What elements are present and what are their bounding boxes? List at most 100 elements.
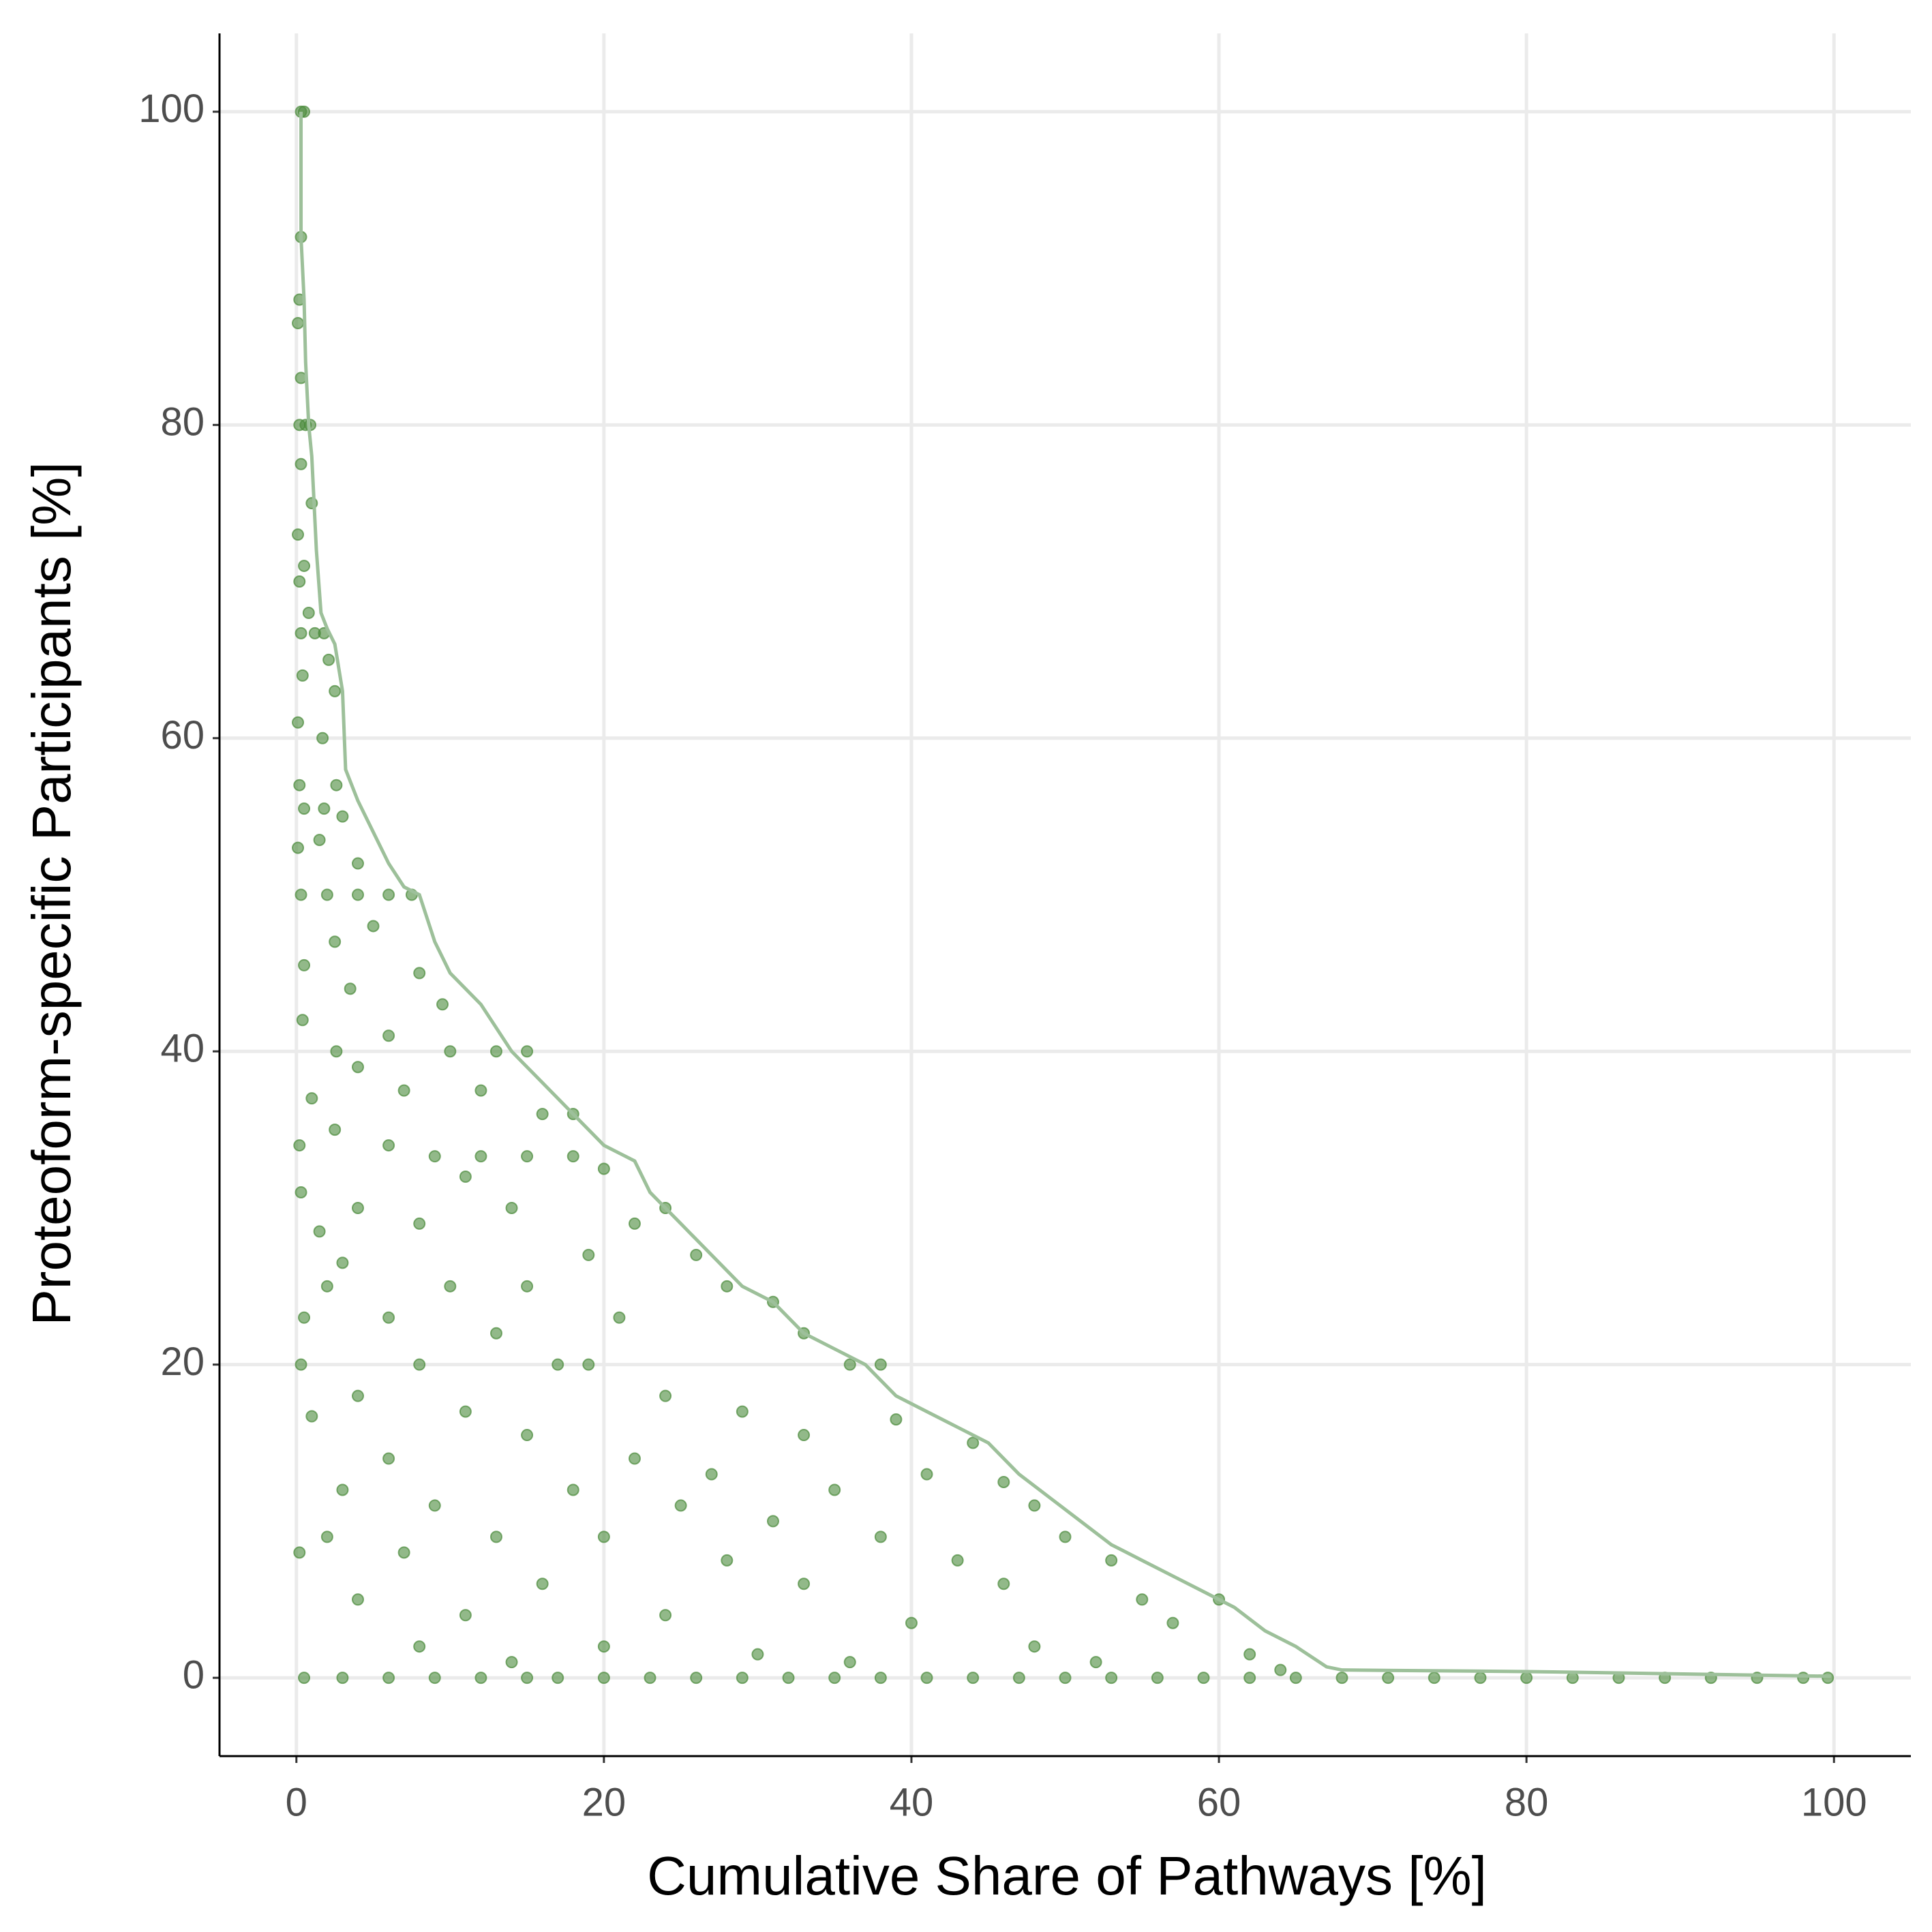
point bbox=[336, 1672, 349, 1685]
point bbox=[1059, 1530, 1072, 1543]
x-tick-label: 80 bbox=[1505, 1780, 1549, 1824]
point bbox=[428, 1499, 441, 1512]
point bbox=[751, 1648, 764, 1661]
point bbox=[613, 1311, 626, 1324]
y-tick-label: 60 bbox=[160, 713, 205, 757]
y-axis-title: Proteoform-specific Participants [%] bbox=[21, 462, 82, 1325]
point bbox=[330, 779, 343, 791]
point bbox=[1028, 1640, 1041, 1653]
point bbox=[920, 1468, 933, 1481]
point bbox=[521, 1672, 534, 1685]
point bbox=[1289, 1672, 1302, 1685]
point bbox=[316, 731, 329, 744]
point bbox=[292, 316, 305, 329]
point bbox=[1166, 1616, 1179, 1629]
point bbox=[521, 1150, 534, 1163]
point bbox=[351, 1061, 364, 1074]
point bbox=[1274, 1663, 1287, 1676]
point bbox=[690, 1672, 703, 1685]
point bbox=[552, 1358, 564, 1371]
point bbox=[459, 1171, 472, 1183]
point bbox=[567, 1483, 579, 1496]
point bbox=[413, 1358, 426, 1371]
point bbox=[436, 998, 449, 1011]
point bbox=[1474, 1672, 1487, 1685]
point bbox=[292, 841, 305, 854]
point bbox=[474, 1672, 487, 1685]
point bbox=[320, 1280, 333, 1293]
point bbox=[305, 1092, 318, 1105]
point bbox=[766, 1515, 779, 1528]
point bbox=[1382, 1672, 1395, 1685]
point bbox=[313, 1225, 326, 1238]
point bbox=[505, 1201, 518, 1214]
point bbox=[597, 1672, 610, 1685]
point bbox=[828, 1483, 841, 1496]
point bbox=[782, 1672, 795, 1685]
point bbox=[597, 1162, 610, 1175]
point bbox=[302, 606, 315, 619]
point bbox=[413, 967, 426, 980]
y-tick-label: 100 bbox=[138, 87, 205, 131]
point bbox=[413, 1217, 426, 1230]
point bbox=[293, 779, 306, 791]
point bbox=[905, 1616, 918, 1629]
point bbox=[320, 1530, 333, 1543]
point bbox=[1428, 1672, 1440, 1685]
point bbox=[843, 1358, 856, 1371]
point bbox=[295, 1358, 307, 1371]
point bbox=[489, 1327, 502, 1340]
point bbox=[874, 1530, 887, 1543]
point bbox=[459, 1609, 472, 1622]
point bbox=[1243, 1672, 1256, 1685]
point bbox=[293, 1139, 306, 1152]
x-tick-label: 100 bbox=[1801, 1780, 1867, 1824]
point bbox=[967, 1436, 980, 1449]
point bbox=[1105, 1672, 1118, 1685]
point bbox=[295, 888, 307, 901]
point bbox=[659, 1389, 672, 1402]
point bbox=[382, 1311, 395, 1324]
point bbox=[397, 1084, 410, 1097]
point bbox=[567, 1150, 579, 1163]
point bbox=[382, 888, 395, 901]
point bbox=[298, 1672, 311, 1685]
point bbox=[1243, 1648, 1256, 1661]
point bbox=[351, 1593, 364, 1606]
y-tick-label: 20 bbox=[160, 1340, 205, 1384]
point bbox=[295, 627, 307, 639]
point bbox=[1136, 1593, 1149, 1606]
point bbox=[521, 1429, 534, 1442]
point bbox=[1105, 1554, 1118, 1567]
point bbox=[967, 1672, 980, 1685]
point bbox=[295, 1186, 307, 1198]
point bbox=[444, 1280, 457, 1293]
x-tick-label: 60 bbox=[1197, 1780, 1241, 1824]
point bbox=[336, 810, 349, 823]
point bbox=[1197, 1672, 1210, 1685]
point bbox=[489, 1530, 502, 1543]
point bbox=[329, 935, 342, 948]
point bbox=[298, 560, 311, 573]
point bbox=[521, 1280, 534, 1293]
point bbox=[597, 1640, 610, 1653]
point bbox=[736, 1672, 749, 1685]
point bbox=[1028, 1499, 1041, 1512]
point bbox=[690, 1248, 703, 1261]
y-tick-label: 80 bbox=[160, 400, 205, 444]
point bbox=[382, 1029, 395, 1042]
point bbox=[329, 1123, 342, 1136]
point bbox=[293, 575, 306, 588]
y-tick-label: 40 bbox=[160, 1027, 205, 1071]
point bbox=[298, 802, 311, 815]
y-tick-label: 0 bbox=[183, 1652, 205, 1697]
point bbox=[382, 1672, 395, 1685]
point bbox=[874, 1358, 887, 1371]
x-tick-label: 0 bbox=[286, 1780, 307, 1824]
point bbox=[367, 920, 380, 933]
point bbox=[344, 982, 357, 995]
point bbox=[298, 959, 311, 971]
point bbox=[351, 1201, 364, 1214]
point bbox=[997, 1578, 1010, 1590]
